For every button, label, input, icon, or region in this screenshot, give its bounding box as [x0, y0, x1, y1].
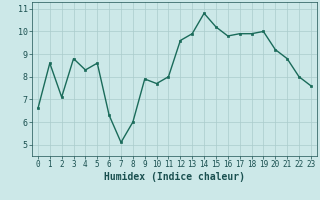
X-axis label: Humidex (Indice chaleur): Humidex (Indice chaleur)	[104, 172, 245, 182]
